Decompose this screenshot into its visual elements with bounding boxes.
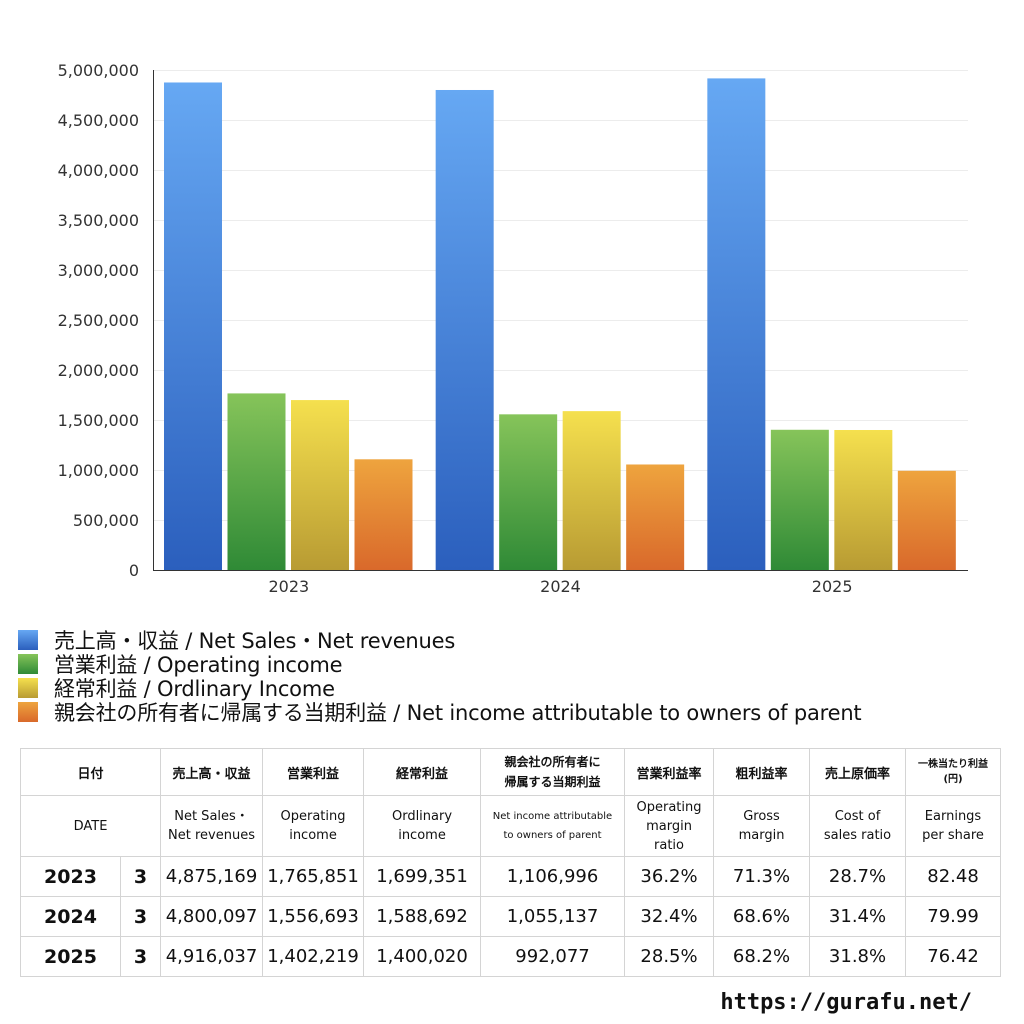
cell-month: 3	[119, 936, 162, 977]
header-eps-en: Earnings per share	[905, 795, 1002, 857]
legend-label-ordinary-income: 経常利益 / Ordlinary Income	[54, 677, 335, 701]
header-operating-income-jp: 営業利益	[262, 748, 365, 796]
legend-label-operating-income: 営業利益 / Operating income	[54, 653, 343, 677]
cell-month: 3	[119, 896, 162, 937]
y-tick-label: 4,000,000	[58, 161, 139, 180]
financial-table: 日付 売上高・収益 営業利益 経常利益 親会社の所有者に 帰属する当期利益 営業…	[19, 748, 1002, 977]
table-row: 2025 3 4,916,037 1,402,219 1,400,020 992…	[20, 936, 1002, 977]
cell-gross-margin: 71.3%	[713, 856, 811, 897]
cell-month: 3	[119, 856, 162, 897]
bar-2023-series-3	[354, 459, 413, 570]
bar-2024-series-2	[562, 411, 621, 570]
cell-eps: 79.99	[905, 896, 1002, 937]
cell-year: 2024	[20, 896, 121, 937]
bar-2025-series-2	[834, 429, 893, 570]
header-gross-margin-en: Gross margin	[713, 795, 811, 857]
legend-swatch-net-sales	[18, 630, 38, 650]
legend-label-net-income: 親会社の所有者に帰属する当期利益 / Net income attributab…	[54, 701, 862, 725]
cell-gross-margin: 68.2%	[713, 936, 811, 977]
cell-net-sales: 4,875,169	[160, 856, 264, 897]
legend-item-operating-income: 営業利益 / Operating income	[18, 652, 861, 677]
bar-2025-series-3	[897, 470, 956, 570]
cell-net-income: 992,077	[480, 936, 626, 977]
cell-cost-ratio: 31.8%	[809, 936, 907, 977]
cell-operating-margin: 32.4%	[624, 896, 715, 937]
cell-net-income: 1,106,996	[480, 856, 626, 897]
table-header-jp: 日付 売上高・収益 営業利益 経常利益 親会社の所有者に 帰属する当期利益 営業…	[19, 748, 1002, 796]
bar-2023-series-0	[164, 82, 222, 571]
cell-ordinary-income: 1,699,351	[363, 856, 482, 897]
x-tick-label: 2025	[812, 577, 853, 596]
bar-2025-series-0	[707, 78, 766, 570]
header-net-sales-en: Net Sales・ Net revenues	[160, 795, 264, 857]
cell-operating-income: 1,765,851	[262, 856, 365, 897]
cell-gross-margin: 68.6%	[713, 896, 811, 937]
legend-swatch-operating-income	[18, 654, 38, 674]
bar-2023-series-2	[291, 400, 349, 570]
y-tick-label: 2,500,000	[58, 311, 139, 330]
cell-operating-margin: 36.2%	[624, 856, 715, 897]
y-tick-label: 3,500,000	[58, 211, 139, 230]
y-tick-label: 4,500,000	[58, 111, 139, 130]
legend-item-net-income: 親会社の所有者に帰属する当期利益 / Net income attributab…	[18, 700, 862, 725]
header-date-en: DATE	[19, 795, 162, 857]
legend-item-ordinary-income: 経常利益 / Ordlinary Income	[18, 676, 861, 701]
header-gross-margin-jp: 粗利益率	[713, 748, 811, 796]
header-ordinary-income-jp: 経常利益	[363, 748, 482, 796]
x-tick-label: 2023	[268, 577, 309, 596]
header-net-sales-jp: 売上高・収益	[160, 748, 264, 796]
x-tick-label: 2024	[540, 577, 581, 596]
cell-ordinary-income: 1,400,020	[363, 936, 482, 977]
header-ordinary-income-en: Ordlinary income	[363, 795, 482, 857]
cell-cost-ratio: 31.4%	[809, 896, 907, 937]
table-row: 2023 3 4,875,169 1,765,851 1,699,351 1,1…	[20, 856, 1002, 897]
cell-eps: 76.42	[905, 936, 1002, 977]
header-net-income-jp: 親会社の所有者に 帰属する当期利益	[480, 748, 626, 796]
y-tick-label: 1,000,000	[58, 461, 139, 480]
header-date-jp: 日付	[19, 748, 162, 796]
legend-label-net-sales: 売上高・収益 / Net Sales・Net revenues	[54, 629, 456, 653]
bar-chart: 0 500,000 1,000,000 1,500,000 2,000,000 2,500…	[58, 61, 968, 596]
cell-cost-ratio: 28.7%	[809, 856, 907, 897]
y-tick-label: 500,000	[73, 511, 139, 530]
cell-eps: 82.48	[905, 856, 1002, 897]
bar-2024-series-3	[626, 464, 685, 570]
bar-2025-series-1	[770, 429, 829, 570]
cell-net-sales: 4,800,097	[160, 896, 264, 937]
header-operating-income-en: Operating income	[262, 795, 365, 857]
cell-operating-income: 1,556,693	[262, 896, 365, 937]
cell-operating-margin: 28.5%	[624, 936, 715, 977]
bar-2024-series-1	[499, 414, 558, 570]
cell-operating-income: 1,402,219	[262, 936, 365, 977]
bars	[164, 78, 956, 571]
header-net-income-en: Net income attributable to owners of par…	[480, 795, 626, 857]
cell-net-income: 1,055,137	[480, 896, 626, 937]
x-axis-ticks: 2023 2024 2025	[268, 577, 852, 596]
y-axis-ticks: 0 500,000 1,000,000 1,500,000 2,000,000 2,500…	[58, 61, 139, 580]
header-operating-margin-jp: 営業利益率	[624, 748, 715, 796]
y-tick-label: 5,000,000	[58, 61, 139, 80]
table-header-en: DATE Net Sales・ Net revenues Operating i…	[19, 795, 1002, 857]
legend-swatch-ordinary-income	[18, 678, 38, 698]
bar-2024-series-0	[435, 89, 494, 571]
table-row: 2024 3 4,800,097 1,556,693 1,588,692 1,0…	[20, 896, 1002, 937]
cell-net-sales: 4,916,037	[160, 936, 264, 977]
cell-ordinary-income: 1,588,692	[363, 896, 482, 937]
cell-year: 2025	[20, 936, 121, 977]
y-tick-label: 0	[129, 561, 139, 580]
legend-swatch-net-income	[18, 702, 38, 722]
grid-lines	[153, 70, 968, 521]
y-tick-label: 2,000,000	[58, 361, 139, 380]
bar-2023-series-1	[227, 393, 286, 570]
legend: 売上高・収益 / Net Sales・Net revenues 営業利益 / O…	[18, 628, 862, 725]
y-tick-label: 3,000,000	[58, 261, 139, 280]
header-cost-ratio-en: Cost of sales ratio	[809, 795, 907, 857]
legend-item-net-sales: 売上高・収益 / Net Sales・Net revenues	[18, 628, 861, 653]
header-cost-ratio-jp: 売上原価率	[809, 748, 907, 796]
header-eps-jp: 一株当たり利益 (円)	[905, 748, 1002, 796]
source-url[interactable]: https://gurafu.net/	[720, 990, 972, 1015]
header-operating-margin-en: Operating margin ratio	[624, 795, 715, 857]
cell-year: 2023	[20, 856, 121, 897]
y-tick-label: 1,500,000	[58, 411, 139, 430]
